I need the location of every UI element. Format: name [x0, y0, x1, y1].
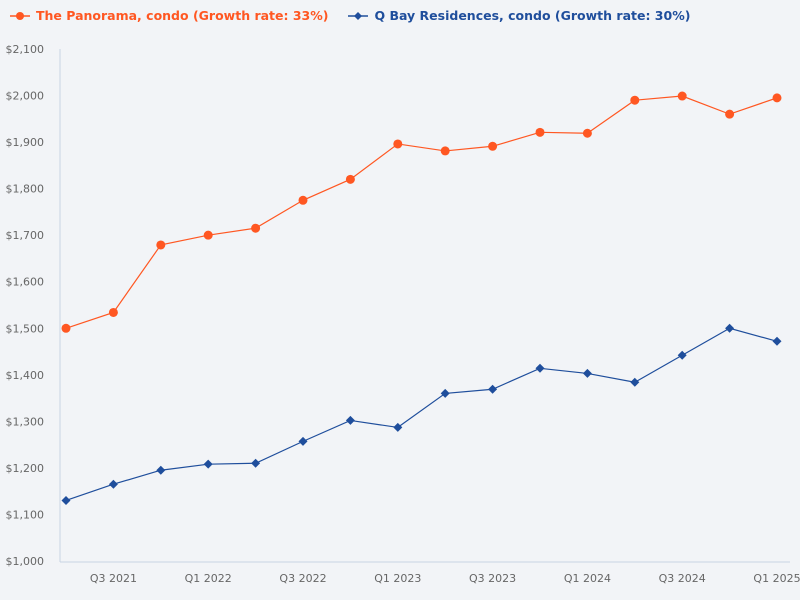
x-tick-label: Q1 2024 — [564, 572, 611, 585]
data-point — [772, 93, 782, 103]
data-point — [488, 384, 498, 394]
x-tick-label: Q1 2025 — [753, 572, 800, 585]
data-point — [108, 307, 118, 317]
series-line — [65, 95, 778, 329]
data-point — [108, 479, 118, 489]
data-point — [582, 128, 592, 138]
data-point — [156, 240, 166, 250]
data-point — [61, 495, 71, 505]
y-tick-label: $1,900 — [6, 136, 45, 149]
x-tick-label: Q3 2021 — [90, 572, 137, 585]
series-line — [65, 327, 778, 502]
data-point — [725, 109, 735, 119]
data-point — [535, 127, 545, 137]
data-point — [440, 146, 450, 156]
y-tick-label: $1,000 — [6, 555, 45, 568]
legend-label: Q Bay Residences, condo (Growth rate: 30… — [374, 8, 691, 23]
data-point — [535, 363, 545, 373]
data-point — [440, 388, 450, 398]
data-point — [251, 223, 261, 233]
x-tick-label: Q1 2023 — [374, 572, 421, 585]
y-tick-label: $1,200 — [6, 462, 45, 475]
x-tick-label: Q1 2022 — [185, 572, 232, 585]
data-point — [345, 415, 355, 425]
y-tick-label: $1,100 — [6, 508, 45, 521]
legend: The Panorama, condo (Growth rate: 33%) Q… — [10, 8, 690, 23]
data-point — [61, 323, 71, 333]
y-tick-label: $1,300 — [6, 415, 45, 428]
legend-item-panorama[interactable]: The Panorama, condo (Growth rate: 33%) — [10, 8, 328, 23]
legend-label: The Panorama, condo (Growth rate: 33%) — [36, 8, 329, 23]
data-point — [630, 95, 640, 105]
data-point — [725, 323, 735, 333]
data-point — [251, 458, 261, 468]
data-point — [488, 141, 498, 151]
data-point — [156, 465, 166, 475]
data-point — [393, 139, 403, 149]
data-point — [345, 174, 355, 184]
data-point — [203, 459, 213, 469]
data-point — [203, 230, 213, 240]
y-tick-label: $2,000 — [6, 90, 45, 103]
data-point — [677, 350, 687, 360]
diamond-marker-icon — [348, 11, 369, 20]
y-tick-label: $2,100 — [6, 43, 45, 56]
y-tick-label: $1,600 — [6, 276, 45, 289]
x-tick-label: Q3 2023 — [469, 572, 516, 585]
data-point — [298, 195, 308, 205]
data-point — [582, 368, 592, 378]
y-tick-label: $1,400 — [6, 369, 45, 382]
y-tick-label: $1,800 — [6, 183, 45, 196]
data-point — [393, 422, 403, 432]
y-tick-label: $1,700 — [6, 229, 45, 242]
data-point — [677, 91, 687, 101]
x-tick-label: Q3 2022 — [279, 572, 326, 585]
legend-item-qbay[interactable]: Q Bay Residences, condo (Growth rate: 30… — [348, 8, 690, 23]
circle-marker-icon — [10, 11, 30, 20]
data-point — [298, 436, 308, 446]
data-point — [630, 377, 640, 387]
y-tick-label: $1,500 — [6, 322, 45, 335]
data-point — [772, 336, 782, 346]
x-tick-label: Q3 2024 — [659, 572, 706, 585]
